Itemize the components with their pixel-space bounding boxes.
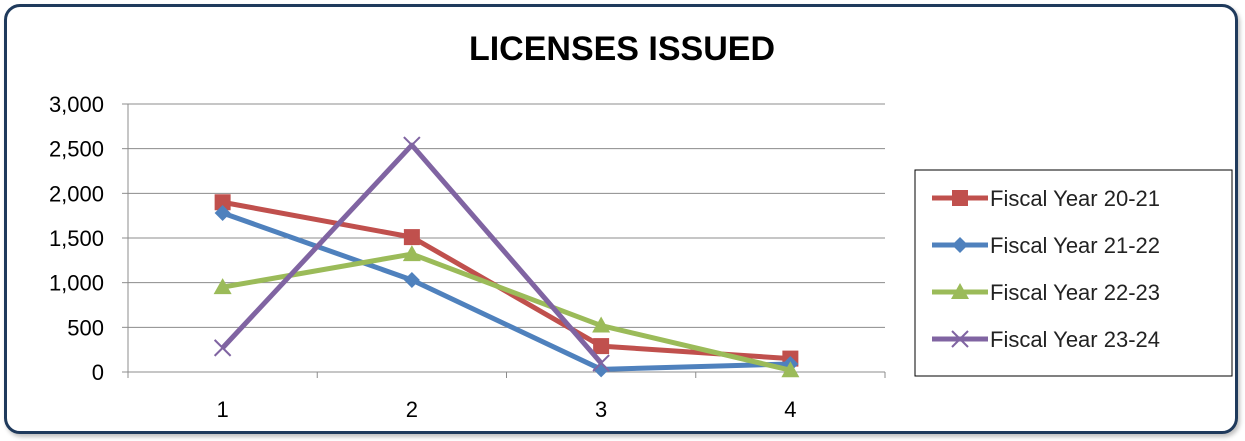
x-tick-label: 1 — [217, 397, 229, 422]
legend-marker — [951, 330, 969, 348]
legend-marker — [952, 190, 968, 206]
data-point — [592, 354, 610, 372]
series-line — [222, 199, 791, 362]
legend-label: Fiscal Year 23-24 — [990, 327, 1160, 352]
y-tick-label: 1,000 — [49, 271, 104, 296]
chart-title: LICENSES ISSUED — [469, 30, 775, 68]
y-tick-label: 2,500 — [49, 137, 104, 162]
legend-entry: Fiscal Year 22-23 — [932, 280, 1160, 305]
y-tick-label: 500 — [67, 315, 104, 340]
y-tick-labels: 0 500 1,000 1,500 2,000 2,500 3,000 — [49, 92, 104, 385]
data-point — [781, 361, 800, 378]
legend-marker — [951, 283, 969, 299]
y-tick-label: 3,000 — [49, 92, 104, 117]
series-3 — [213, 245, 800, 378]
series-4 — [213, 136, 610, 372]
legend-entry: Fiscal Year 23-24 — [932, 327, 1160, 352]
x-tick-label: 4 — [784, 397, 796, 422]
x-tick-labels: 1 2 3 4 — [217, 397, 797, 422]
legend-label: Fiscal Year 20-21 — [990, 186, 1160, 211]
legend-label: Fiscal Year 21-22 — [990, 233, 1160, 258]
data-point — [403, 229, 420, 246]
series-1 — [214, 194, 799, 367]
legend-entry: Fiscal Year 21-22 — [932, 233, 1160, 258]
series-line — [222, 251, 791, 373]
y-tick-label: 2,000 — [49, 181, 104, 206]
data-point — [403, 136, 421, 154]
data-point — [214, 204, 231, 221]
legend-label: Fiscal Year 22-23 — [990, 280, 1160, 305]
data-point — [213, 278, 232, 295]
data-point — [592, 316, 611, 333]
axes — [122, 103, 886, 378]
y-tick-label: 0 — [92, 360, 104, 385]
data-point — [403, 271, 420, 288]
x-tick-label: 2 — [406, 397, 418, 422]
data-point — [593, 361, 610, 378]
x-tick-label: 3 — [595, 397, 607, 422]
y-tick-label: 1,500 — [49, 226, 104, 251]
legend-marker — [952, 237, 968, 253]
legend: Fiscal Year 20-21 Fiscal Year 21-22 Fiscal… — [914, 169, 1233, 377]
data-point — [214, 194, 231, 211]
legend-entry: Fiscal Year 20-21 — [932, 186, 1160, 211]
series-lines — [213, 136, 800, 378]
data-point — [213, 339, 232, 357]
data-point — [593, 338, 610, 355]
data-point — [402, 245, 421, 262]
